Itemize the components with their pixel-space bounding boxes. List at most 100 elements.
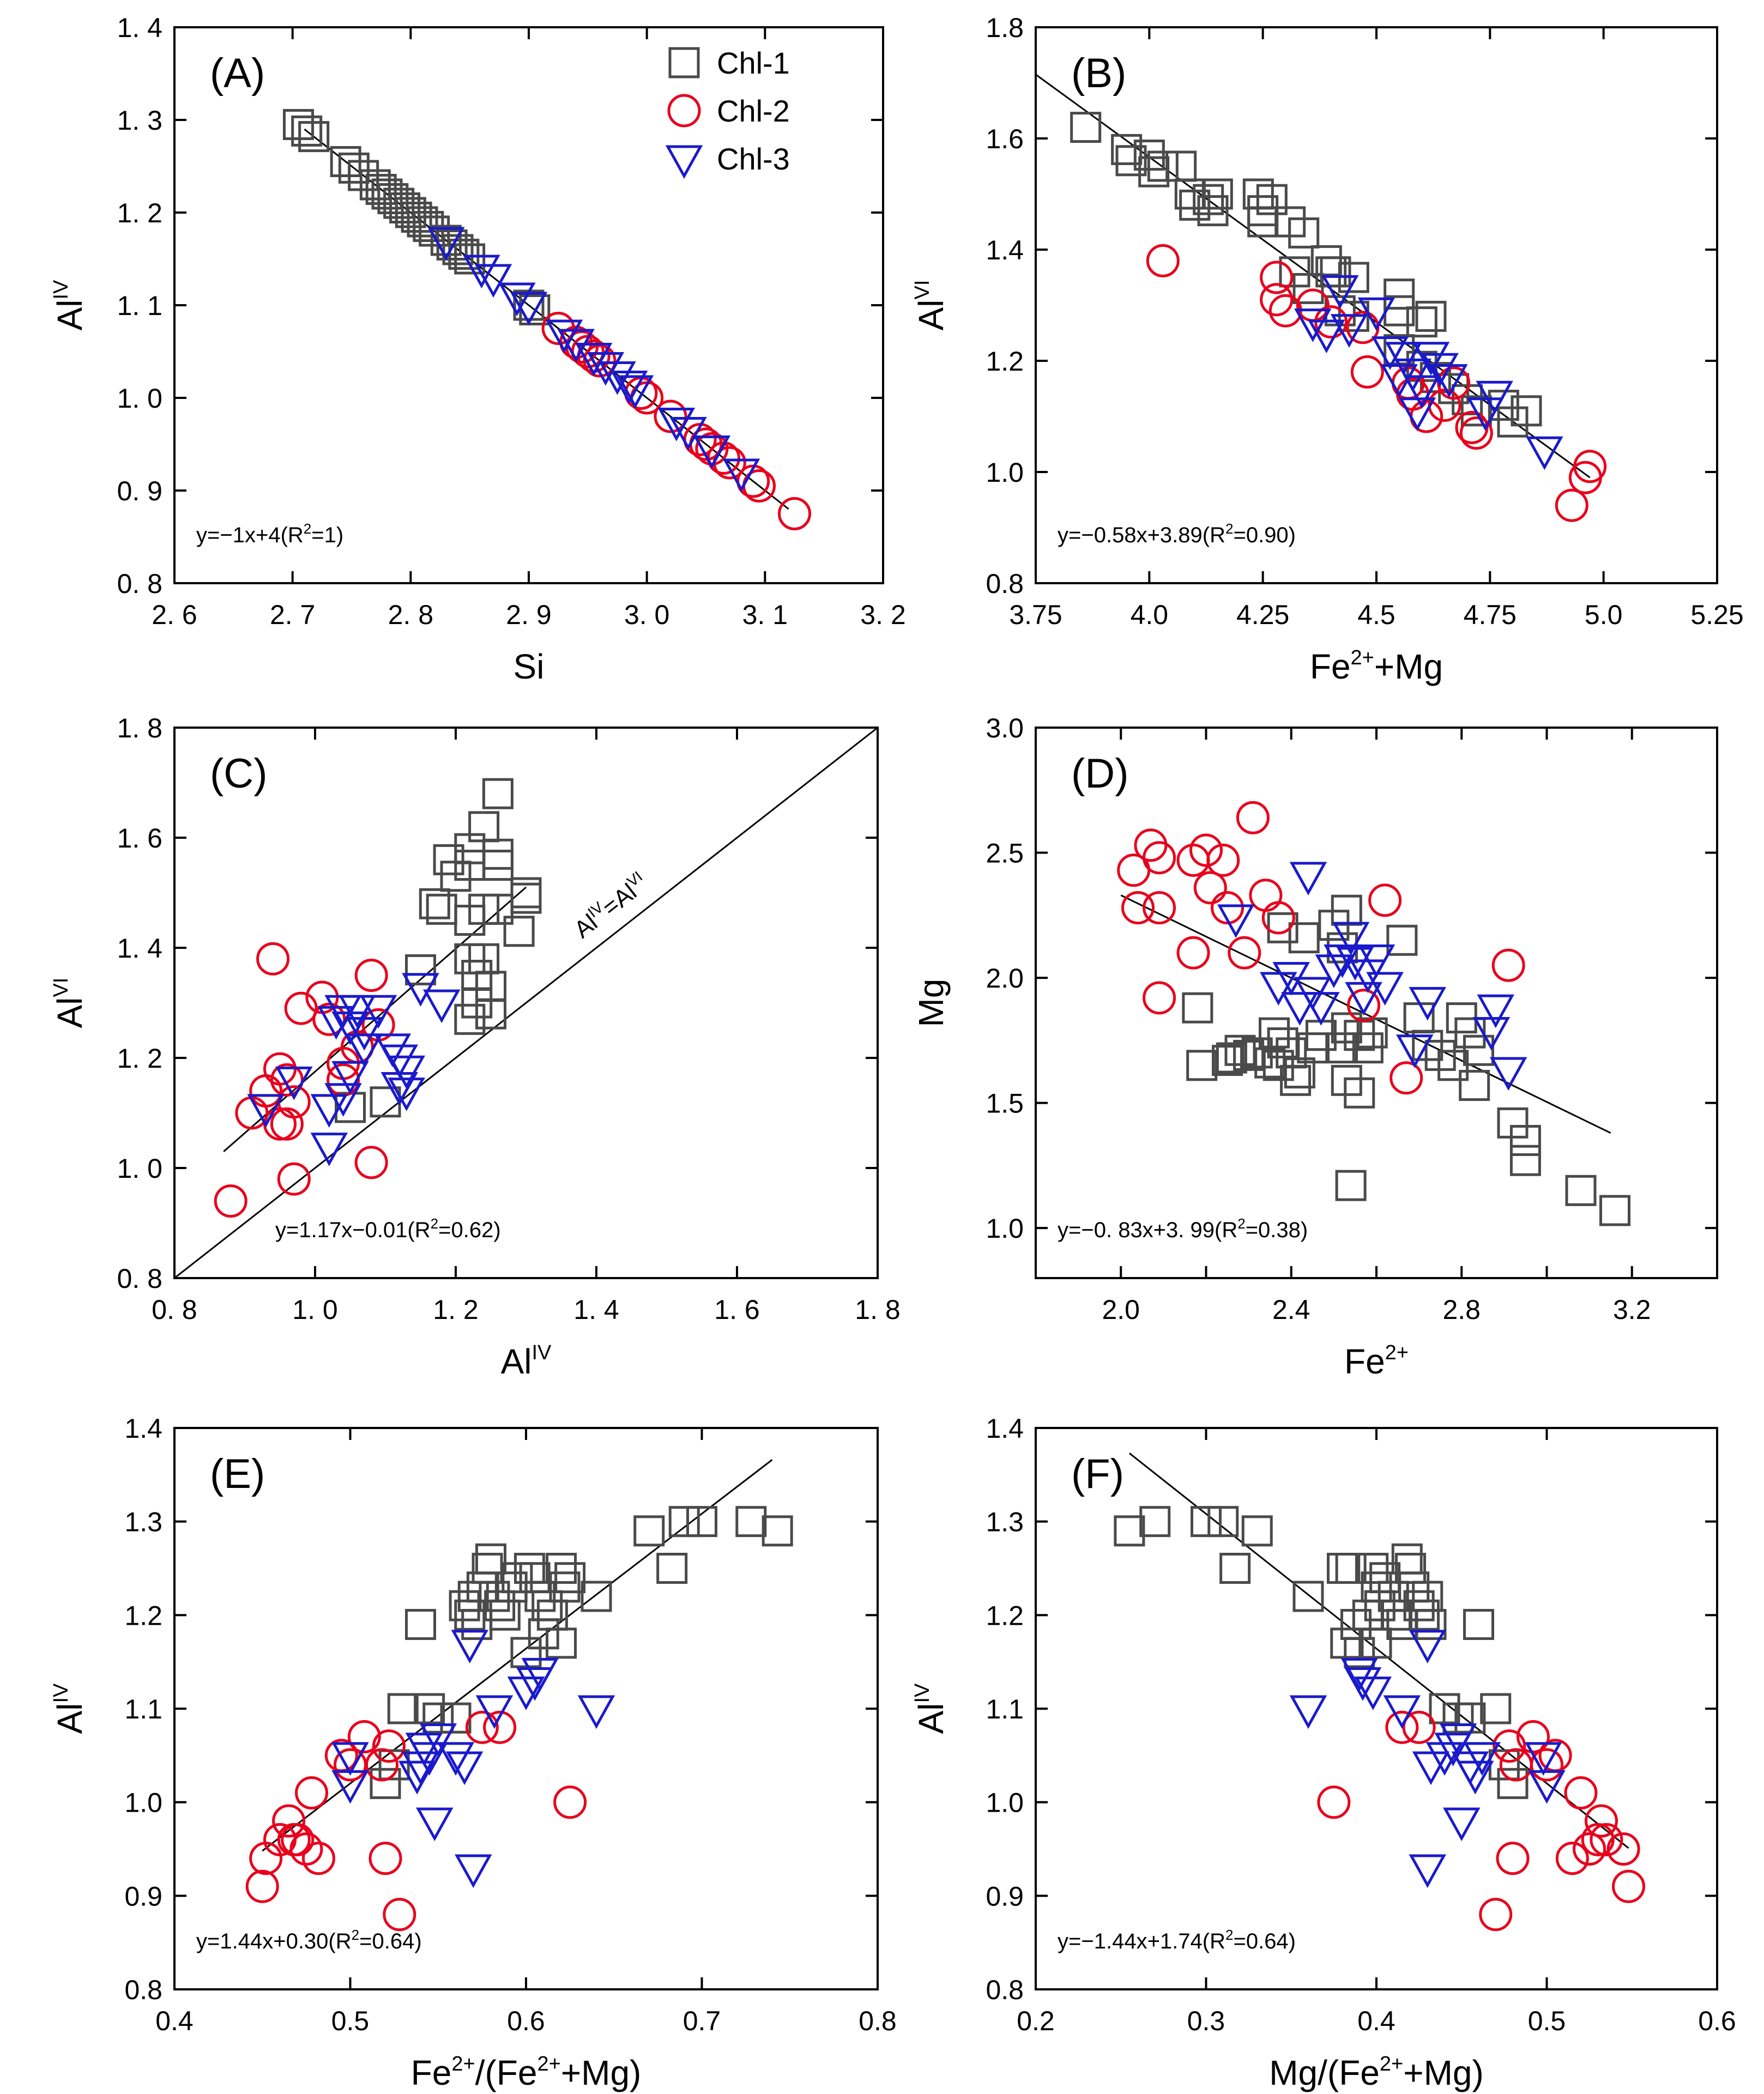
y-axis-label: AlIV — [911, 1683, 951, 1734]
panel-letter: (F) — [1071, 1451, 1124, 1497]
data-point — [405, 954, 436, 985]
data-point — [277, 1085, 311, 1119]
panel-letter: (B) — [1071, 50, 1126, 96]
data-point — [1497, 1768, 1529, 1799]
data-point — [414, 1693, 445, 1724]
data-point — [1412, 1030, 1443, 1061]
data-point — [1310, 245, 1342, 276]
data-point — [1463, 1742, 1501, 1776]
data-point — [1573, 1832, 1606, 1866]
data-point — [654, 400, 687, 433]
data-point — [1415, 300, 1447, 332]
data-point — [1412, 342, 1450, 376]
data-point — [587, 352, 625, 386]
data-point — [735, 1506, 767, 1538]
data-point — [346, 1033, 383, 1067]
data-point — [359, 995, 397, 1029]
data-point — [1335, 1170, 1367, 1201]
x-tick-label: 0.6 — [1698, 2006, 1736, 2036]
data-point — [1345, 982, 1382, 1016]
x-tick-label: 2.0 — [1102, 1294, 1140, 1325]
panel-a: 2. 6 2. 7 2. 8 2. 9 3. 0 3. 1 3. 2 0. 8 0. 9 1. 0… — [50, 13, 906, 686]
data-point — [1421, 353, 1459, 387]
y-tick-label: 1.4 — [124, 1413, 162, 1444]
x-tick-label: 0.2 — [1017, 2006, 1055, 2036]
data-point — [1352, 1599, 1384, 1631]
x-tick-label: 4.25 — [1236, 600, 1289, 630]
data-point — [1201, 178, 1233, 210]
data-point — [346, 1017, 383, 1051]
data-point — [1321, 275, 1359, 309]
y-axis-label: AlVI — [50, 978, 89, 1028]
data-point — [1383, 1695, 1421, 1729]
series-chl-1 — [283, 109, 551, 325]
data-point — [1403, 1590, 1435, 1621]
y-axis-label: AlIV — [50, 280, 89, 330]
panel-letter: (E) — [210, 1451, 265, 1497]
data-point — [1193, 871, 1227, 905]
data-point — [524, 1581, 556, 1612]
data-point — [1488, 390, 1519, 421]
data-point — [422, 1702, 454, 1734]
data-point — [1294, 308, 1332, 342]
series-chl-3 — [247, 973, 461, 1166]
data-point — [1371, 336, 1409, 370]
data-point — [263, 1107, 297, 1141]
x-tick-label: 3. 2 — [860, 600, 905, 630]
regression-equation: y=−0.58x+3.89(R2=0.90) — [1058, 521, 1296, 547]
x-tick-label: 0.3 — [1187, 2006, 1225, 2036]
data-point — [1206, 843, 1240, 877]
data-point — [1292, 1581, 1324, 1612]
plot-frame — [1035, 1427, 1718, 1990]
data-point — [310, 1094, 348, 1128]
data-point — [1143, 891, 1176, 925]
y-tick-label: 1. 0 — [117, 383, 162, 414]
data-point — [1409, 1854, 1446, 1888]
x-tick-label: 0.7 — [683, 2006, 721, 2036]
data-point — [1111, 134, 1143, 165]
x-tick-label: 2. 8 — [388, 600, 433, 630]
data-point — [610, 371, 648, 404]
data-point — [1289, 1695, 1327, 1729]
y-tick-label: 2.5 — [986, 838, 1024, 869]
data-point — [1186, 1050, 1218, 1081]
data-point — [1459, 416, 1493, 450]
x-tick-label: 3. 0 — [624, 600, 669, 630]
data-point — [383, 1898, 416, 1932]
data-point — [1288, 217, 1320, 249]
data-point — [1526, 436, 1563, 470]
data-point — [331, 1770, 369, 1804]
data-point — [507, 1677, 545, 1710]
y-tick-label: 0.9 — [986, 1881, 1024, 1911]
panel-f: 0.2 0.3 0.4 0.5 0.6 0.8 0.9 1.0 1.1 1.2 1.3 1.4 Mg/(… — [911, 1413, 1736, 2092]
data-point — [1439, 1723, 1477, 1757]
y-tick-label: 1.3 — [124, 1507, 162, 1538]
data-point — [1489, 1057, 1527, 1091]
data-point — [398, 1760, 436, 1795]
data-point — [1146, 244, 1180, 277]
data-point — [1327, 1553, 1358, 1584]
data-point — [245, 1869, 279, 1903]
data-point — [388, 1055, 425, 1090]
x-tick-label: 1. 8 — [855, 1294, 900, 1325]
data-point — [433, 844, 464, 875]
x-tick-label: 0.4 — [155, 2006, 194, 2036]
data-point — [1317, 1786, 1351, 1819]
data-point — [1147, 150, 1179, 182]
data-point — [1256, 184, 1288, 215]
data-point — [1384, 295, 1415, 326]
data-point — [1115, 145, 1147, 177]
data-point — [365, 1748, 399, 1782]
data-point — [310, 1133, 348, 1166]
data-point — [1228, 936, 1261, 970]
series-chl-3 — [1294, 275, 1563, 470]
data-point — [1385, 1710, 1419, 1744]
data-point — [1509, 1125, 1541, 1156]
x-tick-label: 5.0 — [1585, 600, 1623, 630]
x-tick-label: 2. 6 — [152, 600, 197, 630]
data-point — [1292, 273, 1324, 304]
data-point — [475, 1695, 514, 1729]
x-tick-label: 4.75 — [1464, 600, 1517, 630]
data-point — [1233, 1039, 1265, 1071]
data-point — [1352, 1032, 1384, 1064]
